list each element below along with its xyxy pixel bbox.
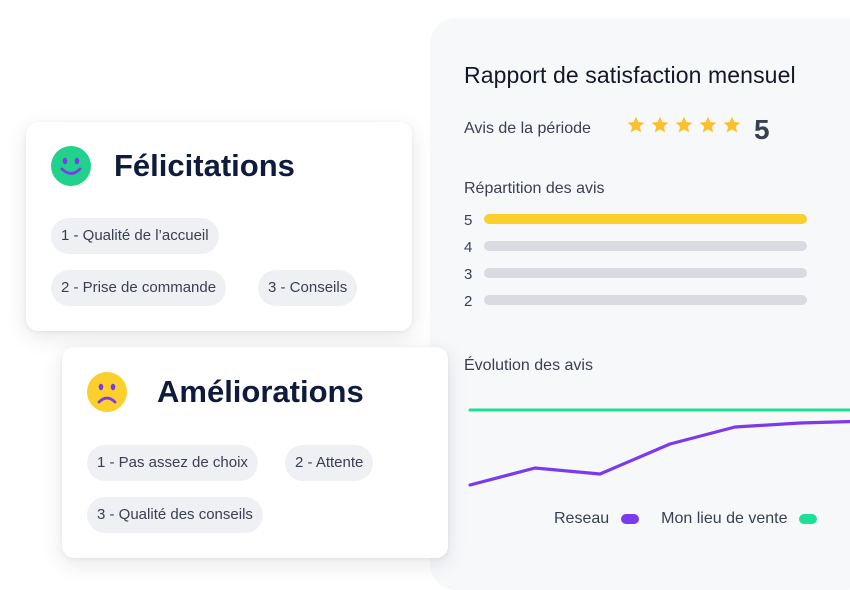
chart-legend: Reseau Mon lieu de vente bbox=[554, 510, 839, 528]
congratulations-title: Félicitations bbox=[114, 148, 295, 183]
legend-network-label: Reseau bbox=[554, 510, 610, 527]
distribution-bar-fill bbox=[484, 214, 807, 224]
distribution-bar-track bbox=[484, 268, 807, 278]
satisfaction-report-panel: Rapport de satisfaction mensuel Avis de … bbox=[430, 18, 850, 590]
report-title: Rapport de satisfaction mensuel bbox=[464, 62, 796, 88]
distribution-row-label: 4 bbox=[464, 239, 473, 256]
congrats-chip: 3 - Conseils bbox=[258, 270, 358, 306]
distribution-row: 4 bbox=[464, 239, 824, 256]
distribution-row: 2 bbox=[464, 293, 824, 310]
distribution-row: 3 bbox=[464, 266, 824, 283]
star-icon bbox=[699, 116, 717, 133]
legend-store-label: Mon lieu de vente bbox=[661, 510, 788, 527]
distribution-bar-track bbox=[484, 295, 807, 305]
congrats-chip: 2 - Prise de commande bbox=[51, 270, 227, 306]
distribution-bar-track bbox=[484, 214, 807, 224]
legend-network-swatch bbox=[621, 514, 640, 524]
distribution-row: 5 bbox=[464, 212, 824, 229]
distribution-row-label: 5 bbox=[464, 212, 473, 229]
smile-icon bbox=[51, 146, 91, 186]
star-icon bbox=[723, 116, 741, 133]
distribution-row-label: 3 bbox=[464, 266, 473, 283]
period-rating-label: Avis de la période bbox=[464, 120, 591, 137]
star-icon bbox=[651, 116, 669, 133]
evolution-chart bbox=[468, 408, 850, 487]
frown-icon bbox=[87, 372, 127, 412]
improvements-card: Améliorations 1 - Pas assez de choix 2 -… bbox=[62, 347, 448, 558]
improvements-title: Améliorations bbox=[157, 374, 364, 409]
improvement-chip: 3 - Qualité des conseils bbox=[87, 497, 263, 533]
distribution-row-label: 2 bbox=[464, 293, 473, 310]
star-icon bbox=[675, 116, 693, 133]
network-line bbox=[468, 419, 850, 487]
congratulations-card: Félicitations 1 - Qualité de l’accueil 2… bbox=[26, 122, 412, 331]
evolution-label: Évolution des avis bbox=[464, 357, 593, 374]
legend-store-swatch bbox=[799, 514, 818, 524]
distribution-bar-track bbox=[484, 241, 807, 251]
rating-value: 5 bbox=[754, 114, 770, 145]
improvement-chip: 1 - Pas assez de choix bbox=[87, 445, 258, 481]
star-icon bbox=[627, 116, 645, 133]
distribution-label: Répartition des avis bbox=[464, 180, 605, 197]
star-rating bbox=[626, 115, 742, 135]
improvement-chip: 2 - Attente bbox=[285, 445, 374, 481]
congrats-chip: 1 - Qualité de l’accueil bbox=[51, 218, 219, 254]
